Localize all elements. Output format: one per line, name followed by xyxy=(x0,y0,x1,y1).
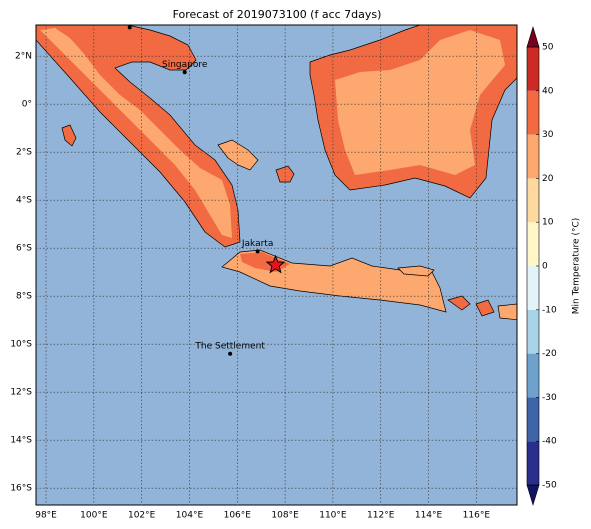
city-marker xyxy=(228,351,233,356)
x-tick-label: 102°E xyxy=(128,511,156,521)
x-tick-label: 108°E xyxy=(271,511,299,521)
x-tick-label: 104°E xyxy=(176,511,204,521)
bali xyxy=(447,295,471,311)
map-title: Forecast of 2019073100 (f acc 7days) xyxy=(173,8,382,21)
bangka xyxy=(217,139,259,171)
colorbar-band xyxy=(527,134,539,179)
y-tick-label: 2°S xyxy=(16,148,32,158)
colorbar-band xyxy=(527,397,539,442)
colorbar-band xyxy=(527,441,539,485)
colorbar-tick-label: -20 xyxy=(542,349,557,359)
map-frame xyxy=(35,24,518,506)
city-marker xyxy=(255,249,260,254)
x-tick-label: 106°E xyxy=(224,511,252,521)
siberut xyxy=(61,124,77,147)
sumatra-interior xyxy=(40,28,232,238)
x-tick-label: 110°E xyxy=(319,511,347,521)
city-label: Jakarta xyxy=(241,239,273,249)
colorbar-tick-label: -30 xyxy=(542,393,557,403)
y-tick-label: 12°S xyxy=(10,388,32,398)
colorbar-tick-label: 0 xyxy=(542,262,548,272)
y-tick-label: 16°S xyxy=(10,484,32,494)
colorbar-tick-label: 20 xyxy=(542,174,554,184)
madura xyxy=(397,265,435,277)
y-tick-label: 2°N xyxy=(15,52,32,62)
colorbar-tick-label: 40 xyxy=(542,86,554,96)
land xyxy=(36,25,517,321)
colorbar-band xyxy=(527,222,539,266)
point-marker xyxy=(127,25,132,30)
x-tick-label: 98°E xyxy=(35,511,57,521)
borneo-interior xyxy=(335,30,505,175)
colorbar-band xyxy=(527,309,539,354)
x-tick-label: 112°E xyxy=(367,511,395,521)
star-marker xyxy=(265,254,286,274)
colorbar-under xyxy=(526,484,540,507)
colorbar-band xyxy=(527,178,539,223)
y-tick-label: 6°S xyxy=(16,244,32,254)
y-tick-label: 14°S xyxy=(10,436,32,446)
sumbawa xyxy=(497,303,517,321)
x-tick-label: 100°E xyxy=(80,511,108,521)
colorbar-band xyxy=(527,353,539,398)
colorbar-tick-label: 10 xyxy=(542,218,554,228)
y-tick-label: 8°S xyxy=(16,292,32,302)
sumatra xyxy=(36,25,241,248)
lombok xyxy=(475,299,495,317)
colorbar-tick-label: 50 xyxy=(542,43,554,53)
colorbar-tick-label: -10 xyxy=(542,305,557,315)
colorbar-tick-label: -50 xyxy=(542,481,557,491)
x-tick-label: 116°E xyxy=(463,511,491,521)
colorbar-band xyxy=(527,266,539,310)
colorbar-band xyxy=(527,90,539,135)
city-label: The Settlement xyxy=(194,341,265,351)
x-tick-label: 114°E xyxy=(415,511,443,521)
belitung xyxy=(275,165,295,183)
y-tick-label: 4°S xyxy=(16,196,32,206)
colorbar-band xyxy=(527,47,539,91)
colorbar-tick-label: -40 xyxy=(542,437,557,447)
colorbar-label: Min Temperature (°C) xyxy=(572,218,582,315)
city-label: Singapore xyxy=(162,60,208,70)
colorbar-over xyxy=(526,25,540,48)
city-marker xyxy=(182,70,187,75)
y-tick-label: 10°S xyxy=(10,340,32,350)
colorbar-tick-label: 30 xyxy=(542,130,554,140)
y-tick-label: 0° xyxy=(22,100,32,110)
